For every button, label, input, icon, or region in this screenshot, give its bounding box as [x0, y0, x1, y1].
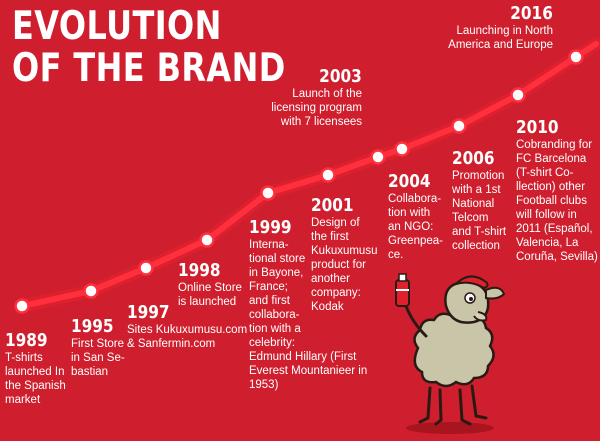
event-description: First Store in San Se- bastian: [71, 338, 125, 378]
event-description: T-shirts launched In the Spanish market: [5, 352, 66, 406]
timeline-dot: [199, 232, 215, 248]
timeline-dot: [510, 87, 526, 103]
event-year: 2003: [319, 66, 362, 87]
spray-can-icon: [395, 273, 410, 307]
event-description: Launching in North America and Europe: [448, 25, 553, 51]
event-2001: 2001 Design of the first Kukuxumusu prod…: [311, 196, 377, 314]
title-line-1: EVOLUTION: [12, 4, 222, 49]
event-2016: 2016 Launching in North America and Euro…: [448, 4, 553, 52]
event-year: 2016: [510, 3, 553, 24]
timeline-dot: [138, 260, 154, 276]
timeline-line: [19, 41, 599, 309]
event-description: Collabora- tion with an NGO: Greenpea- c…: [388, 193, 443, 261]
event-description: Launch of the licensing program with 7 l…: [271, 88, 362, 128]
event-description: Online Store is launched: [178, 282, 242, 308]
event-2004: 2004 Collabora- tion with an NGO: Greenp…: [388, 172, 443, 262]
timeline-dot: [568, 49, 584, 65]
timeline-dot: [451, 118, 467, 134]
event-description: Interna- tional store in Bayone, France;…: [249, 239, 368, 391]
timeline-dot: [320, 167, 336, 183]
event-year: 2001: [311, 195, 354, 216]
sheep-pupil: [469, 297, 473, 301]
event-year: 1999: [249, 217, 292, 238]
event-year: 1995: [71, 316, 114, 337]
event-year: 1997: [127, 302, 170, 323]
timeline-dot: [370, 149, 386, 165]
sheep-red-bandana: [452, 275, 489, 290]
sheep-ear: [485, 286, 506, 300]
sheep-legs: [418, 384, 488, 426]
timeline-dot: [394, 141, 410, 157]
event-year: 2004: [388, 171, 431, 192]
title-line-2: OF THE BRAND: [12, 46, 286, 91]
timeline-dot: [260, 185, 276, 201]
page-title: EVOLUTION OF THE BRAND: [12, 6, 286, 90]
event-description: Design of the first Kukuxumusu product f…: [311, 217, 378, 313]
event-year: 1989: [5, 330, 48, 351]
sheep-snout: [473, 311, 488, 322]
timeline-dot: [14, 298, 30, 314]
event-1989: 1989 T-shirts launched In the Spanish ma…: [5, 331, 66, 407]
event-description: Cobranding for FC Barcelona (T-shirt Co-…: [516, 139, 598, 263]
sheep-wool-body: [413, 311, 495, 388]
event-1999: 1999 Interna- tional store in Bayone, Fr…: [249, 218, 367, 392]
event-year: 1998: [178, 260, 221, 281]
event-1998: 1998 Online Store is launched: [178, 261, 242, 309]
event-1995: 1995 First Store in San Se- bastian: [71, 317, 125, 379]
ground-shadow: [406, 422, 494, 434]
event-2006: 2006 Promotion with a 1st National Telco…: [452, 149, 506, 253]
sheep-mascot-illustration: [395, 273, 506, 434]
event-year: 2006: [452, 148, 495, 169]
event-2003: 2003 Launch of the licensing program wit…: [271, 67, 362, 129]
event-description: Sites Kukuxumusu.com & Sanfermin.com: [127, 324, 248, 350]
event-description: Promotion with a 1st National Telcom and…: [452, 170, 507, 252]
event-1997: 1997 Sites Kukuxumusu.com & Sanfermin.co…: [127, 303, 247, 351]
event-2010: 2010 Cobranding for FC Barcelona (T-shir…: [516, 118, 598, 264]
sheep-arm: [404, 304, 428, 338]
event-year: 2010: [516, 117, 559, 138]
timeline-dot: [83, 283, 99, 299]
